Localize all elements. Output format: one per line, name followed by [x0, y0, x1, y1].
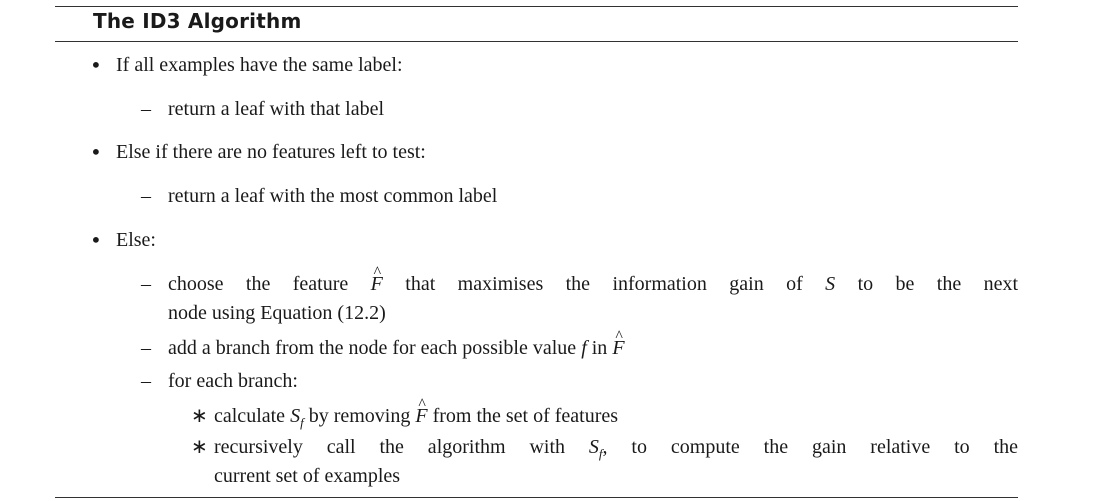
f-hat-symbol: F — [415, 390, 427, 431]
bullet-marker: • — [90, 53, 102, 77]
subsubitem-recursive: recursively call the algorithm with Sf, … — [214, 436, 1019, 461]
dash-marker: – — [141, 185, 151, 207]
bullet-marker: • — [90, 228, 102, 252]
algorithm-title: The ID3 Algorithm — [93, 9, 302, 33]
star-marker: ∗ — [191, 436, 208, 458]
f-hat-symbol: F — [612, 322, 624, 363]
title-rule — [55, 41, 1018, 42]
f-hat-symbol: F — [371, 258, 383, 299]
dash-marker: – — [141, 98, 151, 120]
subitem-add-branch: add a branch from the node for each poss… — [168, 322, 625, 363]
subitem-each-branch: for each branch: — [168, 370, 298, 392]
subitem-choose-feature-line2: node using Equation (12.2) — [168, 302, 386, 324]
item-no-features: Else if there are no features left to te… — [116, 141, 426, 163]
dash-marker: – — [141, 273, 151, 295]
bottom-rule — [55, 497, 1018, 498]
dash-marker: – — [141, 370, 151, 392]
dash-marker: – — [141, 337, 151, 359]
item-same-label: If all examples have the same label: — [116, 54, 403, 76]
item-else: Else: — [116, 229, 156, 251]
subsubitem-recursive-line2: current set of examples — [214, 465, 401, 487]
subitem-return-leaf: return a leaf with that label — [168, 98, 385, 120]
bullet-marker: • — [90, 140, 102, 164]
star-marker: ∗ — [191, 405, 208, 427]
top-rule — [55, 6, 1018, 7]
subsubitem-calculate: calculate Sf by removing F from the set … — [214, 390, 618, 431]
subitem-return-common: return a leaf with the most common label — [168, 185, 498, 207]
subitem-choose-feature: choose the feature F that maximises the … — [168, 258, 1018, 299]
